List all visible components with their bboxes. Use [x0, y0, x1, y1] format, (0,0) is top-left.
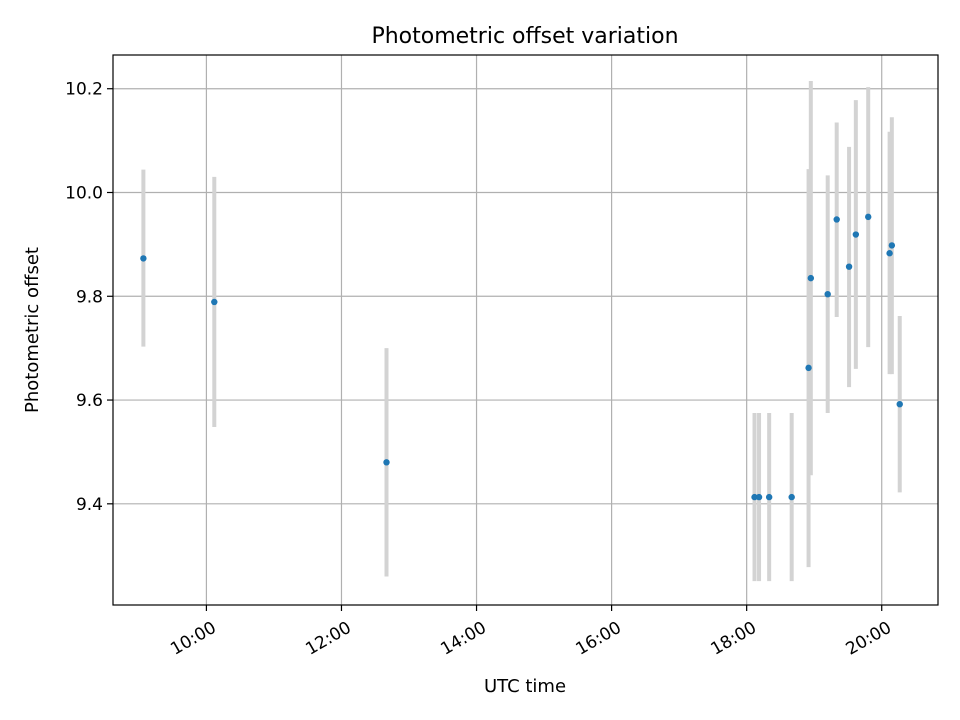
y-tick-label: 10.2 — [65, 80, 103, 100]
data-point — [383, 459, 390, 466]
data-points — [140, 213, 903, 501]
data-point — [788, 493, 795, 501]
y-axis-ticks: 9.4 9.6 9.8 10.0 10.2 — [65, 80, 113, 515]
data-point — [805, 364, 812, 372]
chart-title: Photometric offset variation — [371, 24, 678, 49]
plot-frame — [112, 54, 939, 606]
y-axis-label: Photometric offset — [22, 247, 43, 413]
y-tick-label: 9.6 — [76, 391, 103, 411]
data-point — [852, 231, 860, 238]
data-point — [140, 255, 147, 262]
data-point — [865, 213, 872, 221]
x-axis-label: UTC time — [484, 676, 566, 697]
data-point — [755, 493, 763, 501]
data-point — [833, 216, 840, 223]
data-point — [211, 298, 218, 306]
data-point — [888, 242, 896, 249]
data-point — [765, 493, 773, 501]
grid-lines — [113, 55, 938, 605]
data-point — [845, 263, 853, 270]
y-tick-label: 9.4 — [76, 495, 103, 515]
data-point — [886, 250, 893, 257]
data-point — [824, 290, 831, 298]
y-tick-label: 9.8 — [76, 287, 103, 307]
data-point — [896, 400, 903, 408]
data-point — [807, 274, 815, 282]
data-point — [751, 493, 758, 501]
y-tick-label: 10.0 — [65, 184, 103, 204]
